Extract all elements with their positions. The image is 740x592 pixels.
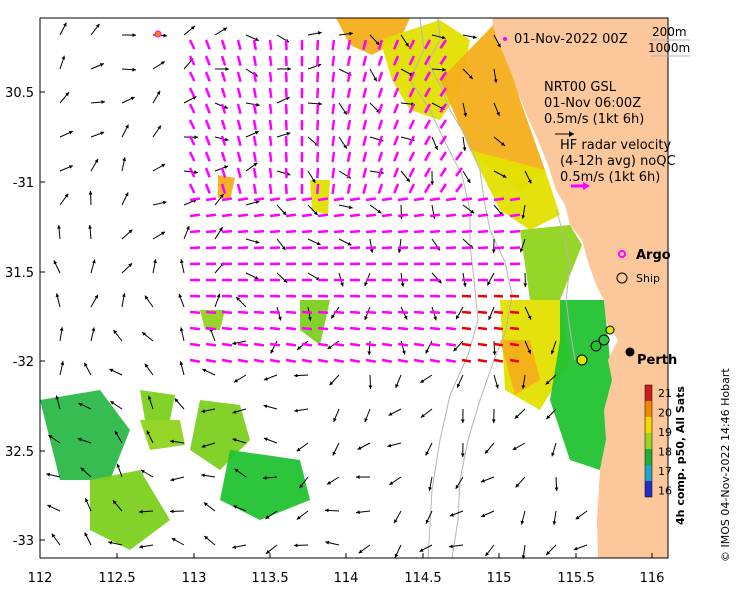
hf-legend-line-1: HF radar velocity (560, 138, 672, 153)
argo-float-marker (154, 30, 162, 38)
colorbar-tick-label: 21 (658, 387, 672, 400)
lon-tick-label: 114.5 (404, 571, 441, 586)
ship-legend-label: Ship (636, 272, 660, 285)
lat-tick-label: -32 (13, 355, 34, 370)
colorbar-caption: 4h comp. p50, All Sats (674, 386, 687, 525)
sst-colorbar (644, 384, 653, 498)
model-legend-arrowhead-icon (569, 131, 574, 137)
hf-radar-arrows (188, 39, 521, 363)
longitude-axis: 112 112.5 113 113.5 114 114.5 115 115.5 116 (28, 553, 665, 586)
contour-legend-200m: 200m (652, 25, 687, 39)
lon-tick-label: 116 (640, 571, 665, 586)
date-marker-icon (503, 37, 507, 41)
model-legend-line-1: NRT00 GSL (544, 80, 617, 95)
hf-legend-line-3: 0.5m/s (1kt 6h) (560, 170, 660, 185)
model-legend-line-2: 01-Nov 06:00Z (544, 96, 641, 111)
lon-tick-label: 112 (28, 571, 53, 586)
contour-legend-1000m: 1000m (648, 41, 690, 55)
date-label: 01-Nov-2022 00Z (514, 32, 628, 47)
lon-tick-label: 113.5 (251, 571, 288, 586)
credit-label: © IMOS 04-Nov-2022 14:46 Hobart (719, 368, 732, 562)
model-legend-line-3: 0.5m/s (1kt 6h) (544, 112, 644, 127)
colorbar-tick-label: 18 (658, 446, 672, 459)
lon-tick-label: 115.5 (557, 571, 594, 586)
lat-tick-label: -31 (13, 176, 34, 191)
land-mass (492, 18, 668, 558)
city-label-perth: Perth (637, 353, 677, 368)
ship-markers (576, 325, 635, 366)
hf-legend-line-2: (4-12h avg) noQC (560, 154, 676, 169)
colorbar-tick-label: 17 (658, 465, 672, 478)
colorbar-tick-label: 19 (658, 426, 672, 439)
ship-legend-icon (616, 272, 628, 284)
lat-tick-label: 31.5 (5, 266, 34, 281)
lon-tick-label: 114 (334, 571, 359, 586)
lat-tick-label: 30.5 (5, 86, 34, 101)
lon-tick-label: 115 (487, 571, 512, 586)
hf-legend-arrowhead-icon (583, 182, 590, 190)
lat-tick-label: 32.5 (5, 445, 34, 460)
argo-legend-label: Argo (636, 248, 671, 263)
lon-tick-label: 112.5 (98, 571, 135, 586)
colorbar-tick-label: 20 (658, 407, 672, 420)
latitude-axis: 30.5 -31 31.5 -32 32.5 -33 (5, 86, 45, 549)
colorbar-tick-label: 16 (658, 485, 672, 498)
plot-frame (39, 17, 669, 559)
lat-tick-label: -33 (13, 534, 34, 549)
argo-legend-icon (618, 250, 626, 258)
lon-tick-label: 113 (182, 571, 207, 586)
colorbar-ticks: 21 20 19 18 17 16 (658, 387, 672, 498)
